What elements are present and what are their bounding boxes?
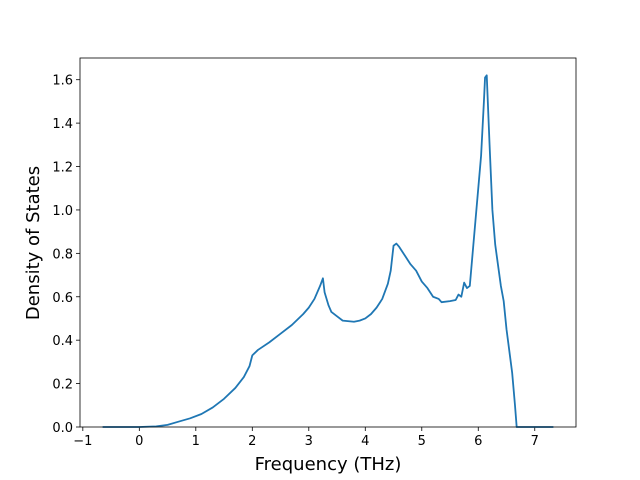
x-axis-label: Frequency (THz) [255, 454, 402, 475]
x-tick-label: 0 [135, 434, 143, 449]
y-tick-label: 0.6 [52, 291, 73, 306]
x-tick-label: 6 [474, 434, 482, 449]
x-tick-label: −1 [73, 434, 92, 449]
x-tick-label: 1 [192, 434, 200, 449]
x-tick-label: 3 [305, 434, 313, 449]
y-tick-label: 0.0 [52, 421, 73, 436]
y-tick-label: 1.6 [52, 74, 73, 89]
line [102, 74, 554, 428]
x-tick-label: 5 [418, 434, 426, 449]
y-tick-label: 1.0 [52, 204, 73, 219]
y-tick-label: 1.2 [52, 161, 73, 176]
plot-frame [79, 57, 577, 428]
y-tick-label: 0.4 [52, 334, 73, 349]
x-tick-label: 4 [361, 434, 369, 449]
y-tick-label: 0.8 [52, 247, 73, 262]
y-tick-label: 0.2 [52, 378, 73, 393]
x-tick-label: 7 [531, 434, 539, 449]
y-tick-label: 1.4 [52, 117, 73, 132]
x-tick-label: 2 [248, 434, 256, 449]
y-axis-label: Density of States [23, 166, 44, 320]
